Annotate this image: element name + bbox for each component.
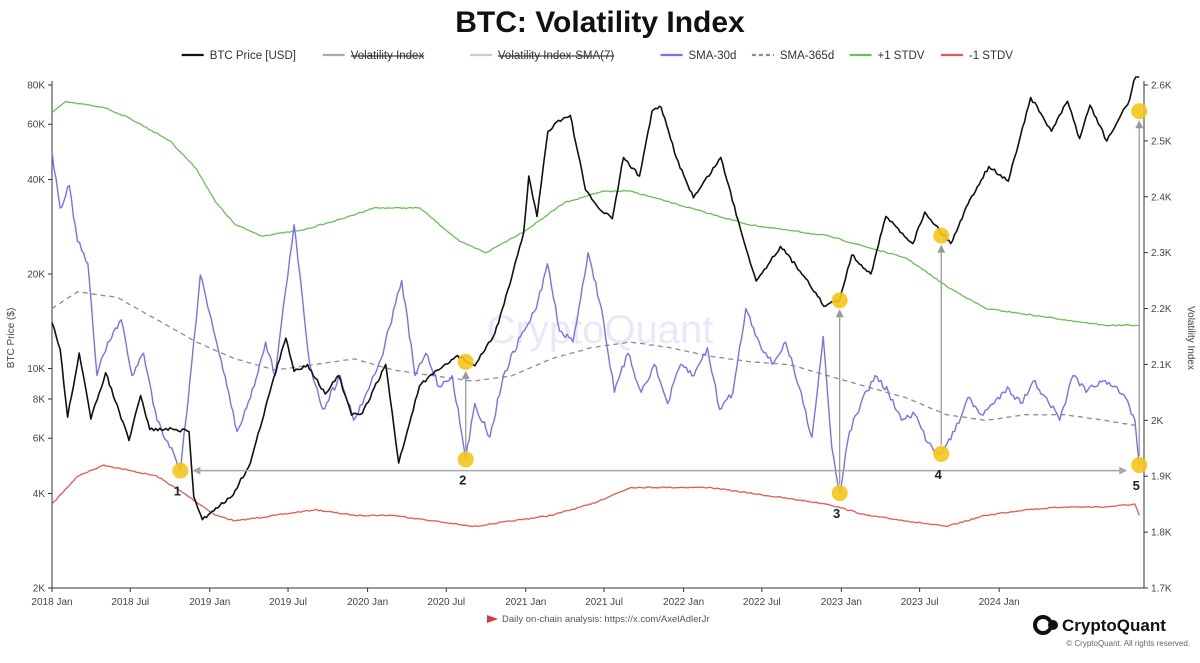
y-right-tick-label: 2.2K: [1151, 304, 1172, 315]
y-axis-left-label: BTC Price ($): [6, 308, 17, 369]
series-line-btc-price-usd: [51, 76, 1140, 521]
y-left-tick-label: 40K: [27, 175, 45, 186]
y-right-tick-label: 2K: [1151, 416, 1164, 427]
legend: BTC Price [USD] Volatility Index Volatilit…: [181, 50, 1013, 62]
y-right-tick-label: 2.6K: [1151, 81, 1172, 92]
y-left-tick-label: 10K: [27, 364, 45, 375]
chart-title: BTC: Volatility Index: [455, 6, 745, 39]
x-tick-label: 2023 Jan: [821, 597, 862, 608]
legend-item-sma-30d: SMA-30d: [660, 50, 737, 62]
y-right-tick-label: 2.4K: [1151, 192, 1172, 203]
legend-label: SMA-30d: [689, 50, 737, 62]
legend-label: Volatility Index-SMA(7): [498, 50, 614, 62]
legend-label: +1 STDV: [878, 50, 925, 62]
y-right-tick-label: 2.5K: [1151, 136, 1172, 147]
marker-dot: [933, 227, 950, 244]
marker-dot: [933, 445, 950, 462]
x-tick-label: 2019 Jan: [189, 597, 230, 608]
series-line--1-stdv: [51, 464, 1140, 528]
baseline-arrowhead-right: [1119, 466, 1128, 475]
legend-label: -1 STDV: [969, 50, 1013, 62]
marker-label-5: 5: [1133, 478, 1140, 493]
y-left-tick-label: 6K: [33, 434, 46, 445]
baseline-arrowhead-left: [192, 466, 201, 475]
legend-item-volatility-index-sma-7: Volatility Index-SMA(7): [469, 50, 614, 62]
vertical-arrowhead: [937, 244, 946, 253]
axes: 2K 4K 6K 8K 10K 20K 40K 60K 80K 1.7K 1.8K 1.9K 2K 2.1…: [27, 81, 1172, 609]
y-right-tick-label: 1.7K: [1151, 584, 1172, 595]
marker-dot: [457, 353, 474, 370]
annotations: 1 2 3 4 5: [172, 103, 1148, 521]
y-right-tick-label: 2.3K: [1151, 248, 1172, 259]
y-left-tick-label: 2K: [33, 584, 46, 595]
legend-label: Volatility Index: [351, 50, 425, 62]
x-tick-label: 2024 Jan: [979, 597, 1020, 608]
legend-item-sma-365d: SMA-365d: [751, 50, 834, 62]
y-left-tick-label: 8K: [33, 394, 46, 405]
copyright-text: © CryptoQuant. All rights reserved.: [1066, 639, 1190, 648]
footer-source: Daily on-chain analysis: https://x.com/A…: [487, 614, 710, 625]
marker-dot: [1131, 457, 1148, 474]
x-tick-label: 2021 Jul: [585, 597, 623, 608]
x-tick-label: 2020 Jul: [427, 597, 465, 608]
y-right-tick-label: 1.9K: [1151, 472, 1172, 483]
watermark: CryptoQuant: [487, 308, 714, 352]
marker-label-1: 1: [174, 484, 181, 499]
series-line-sma-365d: [51, 291, 1140, 427]
x-tick-label: 2018 Jul: [111, 597, 149, 608]
marker-dot: [831, 292, 848, 309]
x-tick-label: 2022 Jan: [663, 597, 704, 608]
y-axis-right-label: Volatility Index: [1185, 306, 1196, 370]
series-line--1-stdv: [51, 100, 1140, 327]
vertical-arrowhead: [1135, 120, 1144, 129]
series-layer: [51, 76, 1140, 528]
marker-dot: [172, 462, 189, 479]
y-right-tick-label: 1.8K: [1151, 528, 1172, 539]
marker-dot: [457, 451, 474, 468]
brand-logo-dot-icon: [1048, 620, 1058, 630]
legend-label: BTC Price [USD]: [210, 50, 296, 62]
legend-item-btc-price-usd: BTC Price [USD]: [181, 50, 296, 62]
x-tick-label: 2023 Jul: [901, 597, 939, 608]
marker-dot: [1131, 103, 1148, 120]
vertical-arrowhead: [461, 370, 470, 379]
footer-source-text[interactable]: Daily on-chain analysis: https://x.com/A…: [502, 614, 710, 625]
y-left-tick-label: 20K: [27, 270, 45, 281]
source-flag-icon: [487, 615, 498, 623]
marker-label-2: 2: [459, 472, 466, 487]
y-right-tick-label: 2.1K: [1151, 360, 1172, 371]
vertical-arrowhead: [835, 309, 844, 318]
x-tick-label: 2019 Jul: [269, 597, 307, 608]
brand-logo: CryptoQuant © CryptoQuant. All rights re…: [1033, 615, 1190, 648]
marker-label-3: 3: [833, 506, 840, 521]
y-left-tick-label: 60K: [27, 120, 45, 131]
marker-dot: [831, 484, 848, 501]
y-left-tick-label: 4K: [33, 489, 46, 500]
x-tick-label: 2022 Jul: [743, 597, 781, 608]
x-tick-label: 2021 Jan: [505, 597, 546, 608]
legend-item-volatility-index: Volatility Index: [322, 50, 425, 62]
x-tick-label: 2018 Jan: [31, 597, 72, 608]
legend-item--1-stdv: -1 STDV: [940, 50, 1013, 62]
legend-item--1-stdv: +1 STDV: [849, 50, 925, 62]
legend-label: SMA-365d: [780, 50, 834, 62]
brand-name: CryptoQuant: [1062, 616, 1166, 635]
x-tick-label: 2020 Jan: [347, 597, 388, 608]
marker-label-4: 4: [935, 467, 943, 482]
series-line-sma-30d: [51, 152, 1140, 494]
y-left-tick-label: 80K: [27, 81, 45, 92]
